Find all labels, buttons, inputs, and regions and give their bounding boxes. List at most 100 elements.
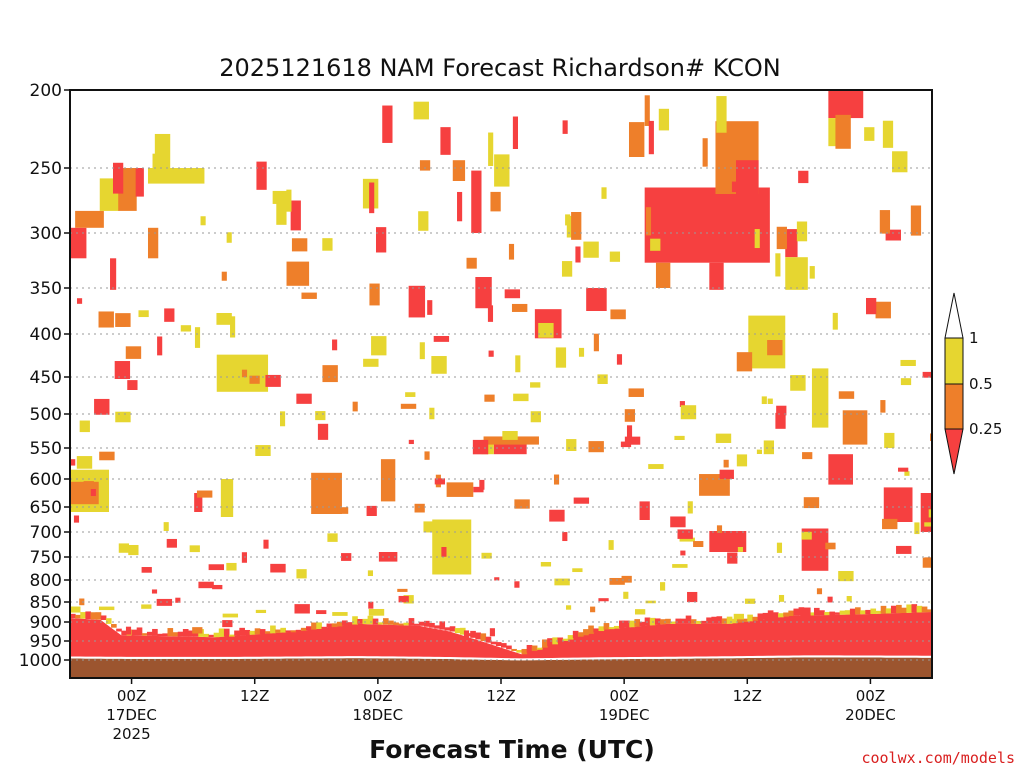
- sparse-cell: [645, 207, 652, 236]
- y-tick-label: 300: [30, 224, 62, 244]
- y-tick-label: 800: [30, 571, 62, 591]
- sparse-cell: [400, 403, 417, 409]
- fringe-cell: [865, 609, 871, 615]
- sparse-cell: [457, 191, 463, 222]
- sparse-cell: [914, 522, 920, 535]
- sparse-cell: [624, 436, 641, 445]
- region-cell: [452, 160, 466, 181]
- fringe-cell: [116, 628, 122, 632]
- sparse-cell: [114, 361, 131, 379]
- fringe-cell: [778, 613, 784, 618]
- fringe-cell: [459, 627, 466, 635]
- sparse-cell: [513, 393, 529, 402]
- fringe-cell: [280, 627, 286, 633]
- sparse-cell: [846, 595, 852, 602]
- sparse-cell: [801, 531, 812, 540]
- fringe-cell: [377, 622, 384, 625]
- fringe-cell: [849, 608, 856, 615]
- region-cell: [194, 493, 203, 512]
- sparse-cell: [414, 503, 425, 513]
- region-cell: [366, 505, 377, 516]
- sparse-cell: [590, 606, 596, 613]
- sparse-cell: [125, 626, 132, 635]
- fringe-cell: [916, 605, 923, 613]
- sparse-cell: [222, 620, 233, 628]
- sparse-cell: [512, 116, 519, 150]
- region-cell: [220, 479, 234, 517]
- x-tick-label: 00Z: [856, 687, 885, 705]
- fringe-cell: [157, 633, 163, 637]
- sparse-cell: [723, 459, 729, 468]
- sparse-cell: [756, 449, 763, 455]
- fringe-cell: [880, 605, 887, 614]
- sparse-cell: [803, 497, 820, 509]
- sparse-cell: [154, 133, 171, 171]
- sparse-cell: [538, 322, 554, 338]
- y-tick-label: 900: [30, 613, 62, 633]
- sparse-cell: [885, 229, 901, 241]
- sparse-cell: [212, 584, 223, 590]
- sparse-cell: [296, 569, 307, 579]
- sparse-cell: [884, 432, 895, 449]
- fringe-cell: [182, 629, 189, 637]
- sparse-cell: [562, 120, 568, 134]
- sparse-cell: [790, 375, 806, 391]
- richardson-field: [70, 90, 932, 678]
- sparse-cell: [424, 451, 430, 460]
- fringe-cell: [639, 621, 646, 627]
- sparse-cell: [115, 411, 131, 423]
- fringe-cell: [259, 629, 266, 634]
- sparse-cell: [337, 507, 349, 514]
- sparse-cell: [484, 394, 495, 402]
- fringe-cell: [752, 616, 759, 621]
- y-tick-label: 200: [30, 81, 62, 101]
- sparse-cell: [413, 101, 429, 120]
- fringe-cell: [506, 645, 512, 650]
- fringe-cell: [772, 612, 779, 618]
- fringe-cell: [449, 626, 456, 632]
- sparse-cell: [198, 581, 214, 589]
- sparse-cell: [487, 305, 494, 322]
- sparse-cell: [680, 405, 697, 420]
- sparse-cell: [463, 630, 470, 639]
- fringe-cell: [188, 630, 194, 637]
- fringe-cell: [654, 618, 661, 625]
- sparse-cell: [530, 411, 541, 423]
- sparse-cell: [702, 138, 708, 167]
- fringe-cell: [742, 618, 748, 622]
- sparse-cell: [488, 132, 494, 166]
- sparse-cell: [127, 380, 138, 391]
- fringe-cell: [439, 621, 446, 630]
- sparse-cell: [79, 420, 90, 433]
- sparse-cell: [192, 627, 203, 634]
- fringe-cell: [244, 629, 251, 636]
- sparse-cell: [816, 588, 823, 595]
- sparse-cell: [715, 433, 732, 443]
- credit-text[interactable]: coolwx.com/models: [861, 749, 1015, 767]
- sparse-cell: [375, 227, 387, 253]
- sparse-cell: [141, 567, 152, 573]
- sparse-cell: [230, 316, 236, 338]
- fringe-cell: [213, 632, 220, 638]
- fringe-cell: [793, 608, 800, 616]
- fringe-cell: [665, 618, 671, 624]
- low-level-layer: [70, 612, 932, 660]
- sparse-cell: [653, 203, 664, 213]
- fringe-cell: [162, 633, 168, 637]
- fringe-cell: [311, 622, 317, 630]
- fringe-cell: [583, 629, 589, 636]
- sparse-cell: [882, 518, 898, 530]
- sparse-cell: [924, 522, 932, 527]
- fringe-cell: [352, 616, 358, 625]
- sparse-cell: [316, 610, 327, 615]
- sparse-cell: [571, 212, 582, 240]
- sparse-cell: [180, 325, 192, 332]
- fringe-cell: [408, 618, 415, 626]
- sparse-cell: [802, 452, 813, 460]
- y-tick-label: 500: [30, 405, 62, 425]
- fringe-cell: [716, 616, 723, 624]
- sparse-cell: [226, 232, 232, 243]
- fringe-cell: [562, 638, 569, 641]
- fringe-cell: [885, 608, 892, 614]
- sparse-cell: [832, 312, 838, 330]
